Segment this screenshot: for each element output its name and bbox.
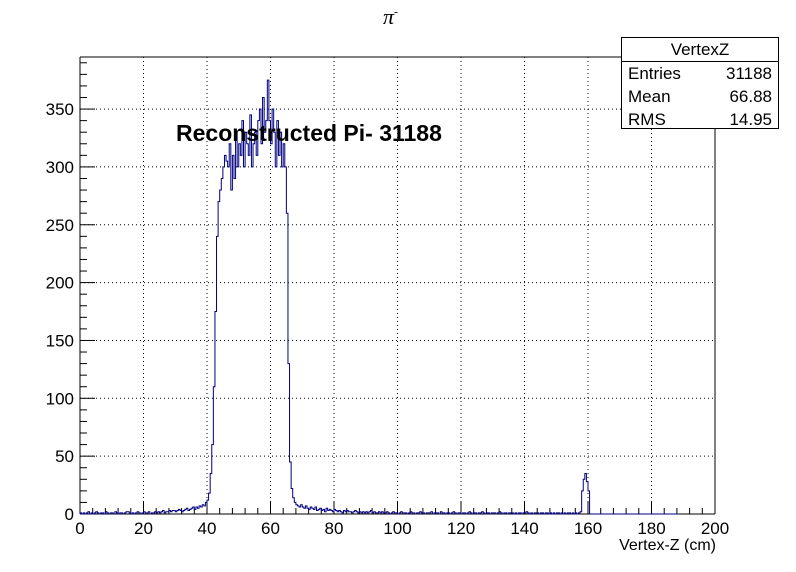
y-tick-label: 250 (46, 216, 74, 235)
x-tick-label: 40 (198, 519, 217, 538)
stats-entries-value: 31188 (725, 64, 772, 83)
x-axis-label: Vertex-Z (cm) (619, 537, 716, 554)
x-tick-label: 180 (637, 519, 665, 538)
stats-mean-value: 66.88 (729, 87, 772, 106)
stats-row-mean: Mean 66.88 (622, 85, 778, 108)
x-tick-label: 120 (447, 519, 475, 538)
histogram-line (79, 79, 679, 515)
stats-rms-label: RMS (628, 110, 666, 129)
annotation-label: Reconstructed Pi- 31188 (176, 120, 442, 146)
stats-row-entries: Entries 31188 (622, 62, 778, 85)
y-tick-label: 350 (46, 100, 74, 119)
x-tick-label: 100 (383, 519, 411, 538)
y-tick-label: 0 (65, 505, 74, 524)
x-tick-label: 160 (574, 519, 602, 538)
x-tick-label: 200 (701, 519, 729, 538)
stats-title: VertexZ (622, 38, 778, 62)
y-tick-label: 300 (46, 158, 74, 177)
stats-entries-label: Entries (628, 64, 681, 83)
y-tick-label: 100 (46, 389, 74, 408)
stats-rms-value: 14.95 (729, 110, 772, 129)
stats-box: VertexZ Entries 31188 Mean 66.88 RMS 14.… (621, 37, 779, 129)
tick-labels: 0 20 40 60 80 100 120 140 160 180 200 0 50 100 150 200 2… (46, 100, 730, 538)
y-tick-label: 150 (46, 331, 74, 350)
y-tick-label: 50 (55, 447, 74, 466)
x-tick-label: 140 (510, 519, 538, 538)
stats-mean-label: Mean (628, 87, 671, 106)
x-tick-label: 0 (75, 519, 84, 538)
plot-title-superscript: - (394, 4, 399, 19)
plot-title: π- (383, 4, 398, 30)
x-tick-label: 20 (134, 519, 153, 538)
y-tick-label: 200 (46, 274, 74, 293)
stats-row-rms: RMS 14.95 (622, 108, 778, 131)
x-tick-label: 80 (325, 519, 344, 538)
x-tick-label: 60 (261, 519, 280, 538)
plot-title-text: π (383, 4, 395, 29)
